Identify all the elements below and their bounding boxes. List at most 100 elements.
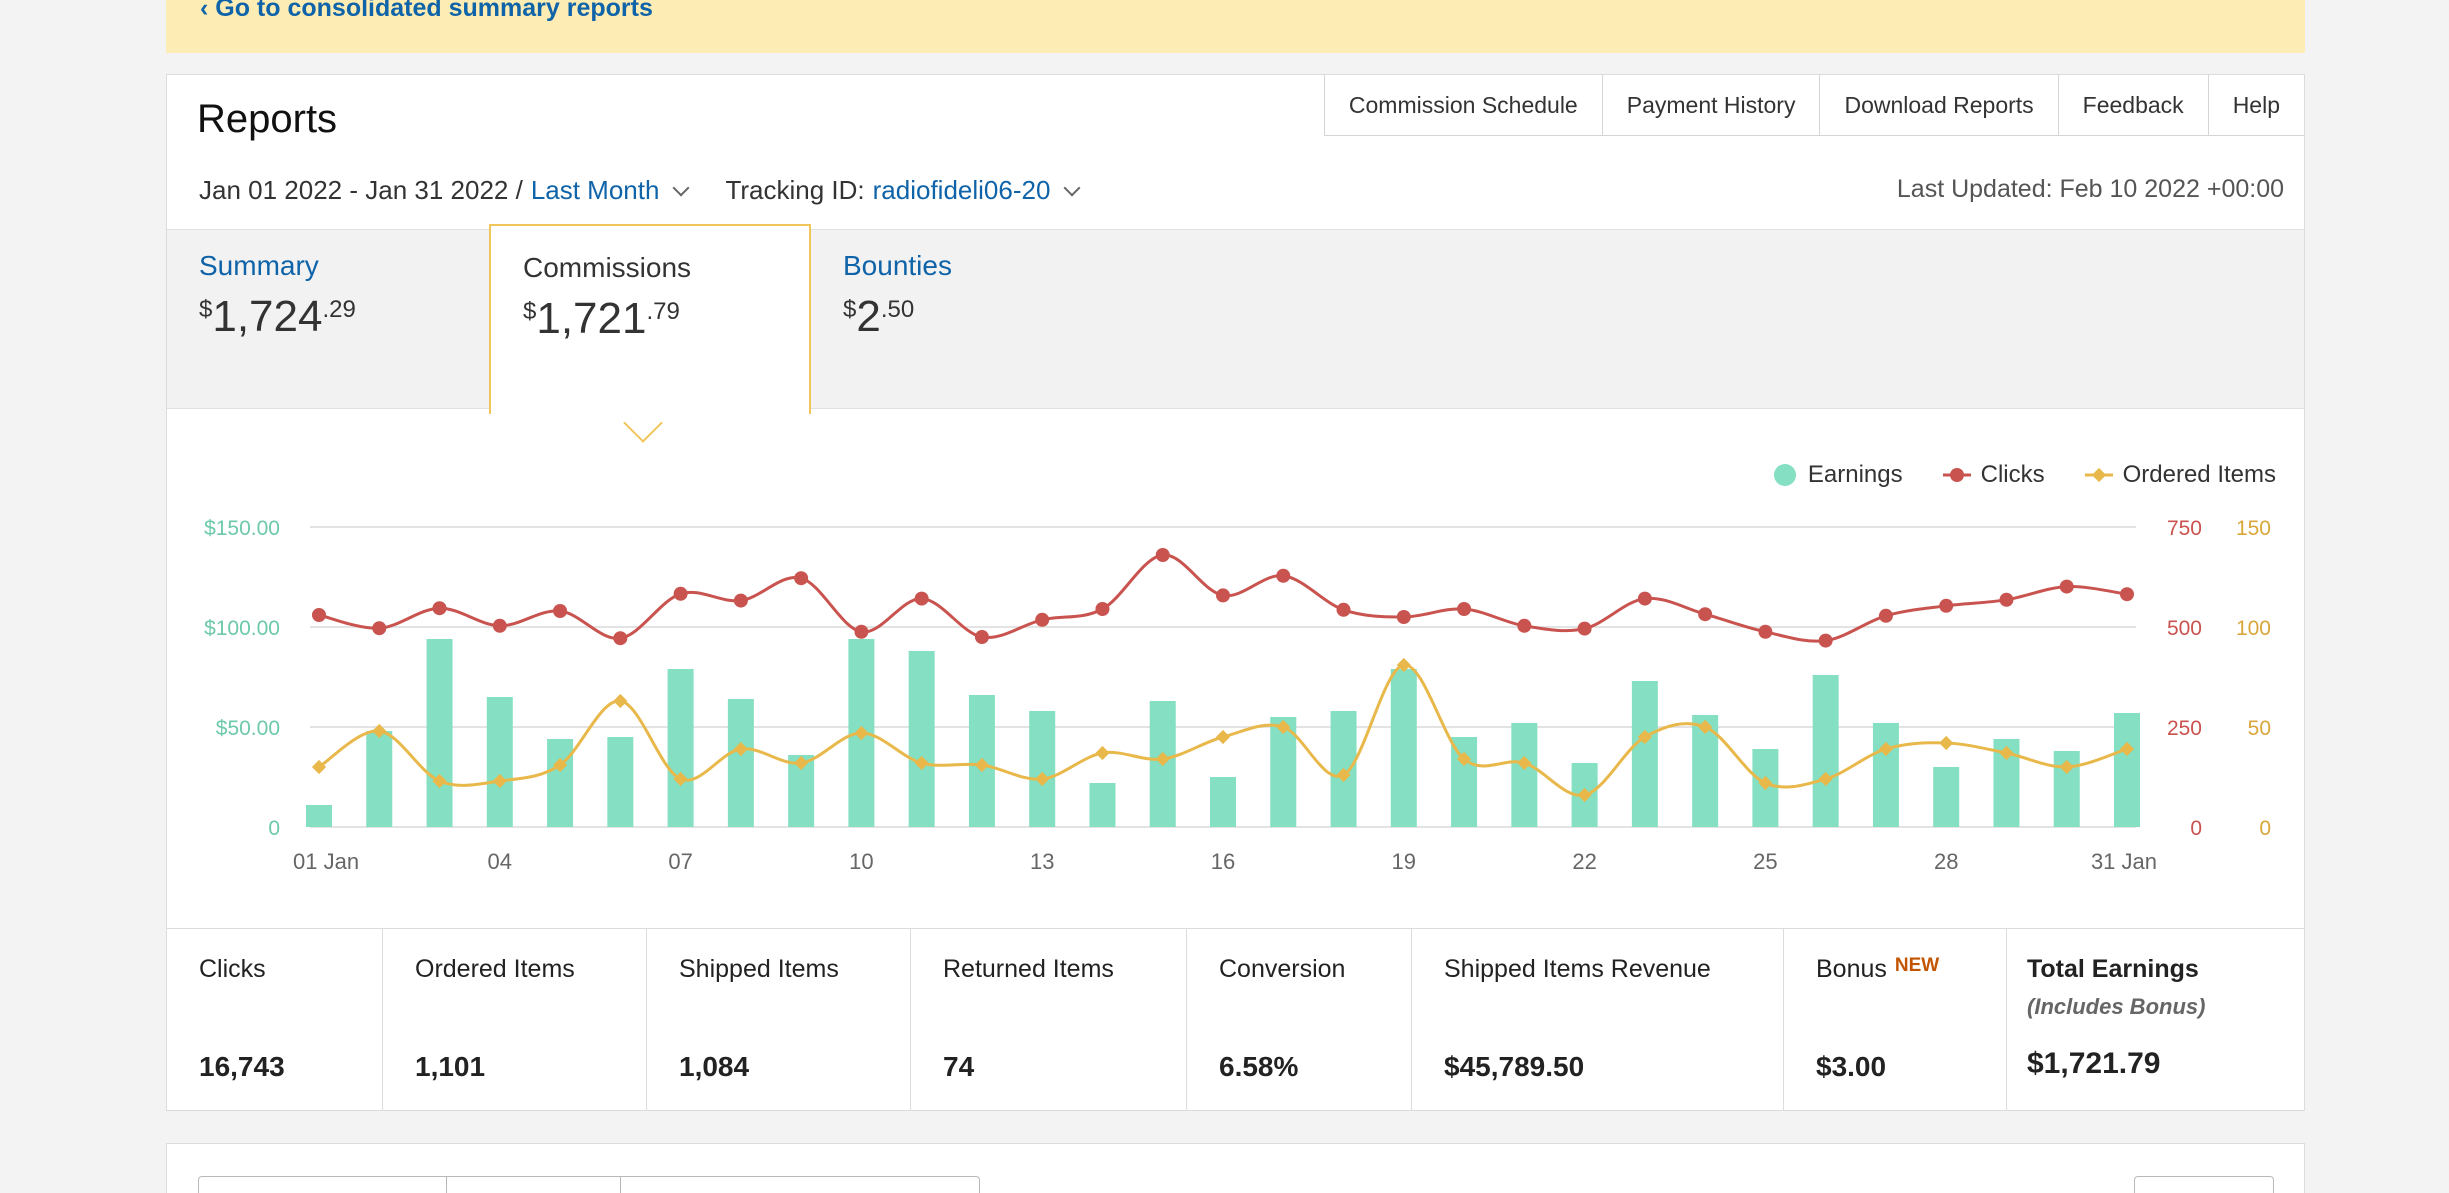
table-tab[interactable]	[199, 1177, 447, 1193]
stat-ordered-items: Ordered Items 1,101	[383, 929, 647, 1110]
commission-schedule-button[interactable]: Commission Schedule	[1324, 75, 1603, 135]
stat-clicks: Clicks 16,743	[167, 929, 383, 1110]
earnings-bar	[1933, 767, 1960, 827]
earnings-bar	[547, 739, 574, 827]
earnings-bar	[1872, 723, 1899, 827]
ordered-items-point	[1035, 771, 1050, 787]
y-left-tick-label: 0	[268, 817, 280, 840]
x-tick-label: 01 Jan	[293, 849, 359, 874]
legend-label: Clicks	[1980, 461, 2045, 488]
download-reports-button[interactable]: Download Reports	[1820, 75, 2059, 135]
top-nav: Commission Schedule Payment History Down…	[1323, 75, 2304, 136]
ordered-items-point	[311, 759, 327, 775]
ordered-items-point	[1698, 719, 1713, 735]
x-tick-label: 13	[1030, 849, 1054, 874]
stat-value: 6.58%	[1219, 1051, 1299, 1082]
tab-summary[interactable]: Summary $1,724.29	[167, 230, 388, 408]
help-button[interactable]: Help	[2208, 75, 2304, 135]
clicks-point	[1276, 568, 1291, 583]
y-right-clicks-tick-label: 500	[2167, 617, 2202, 640]
payment-history-button[interactable]: Payment History	[1602, 75, 1821, 135]
tracking-id-dropdown[interactable]: radiofideli06-20	[872, 175, 1051, 205]
clicks-point	[673, 586, 688, 601]
earnings-bar	[727, 699, 754, 827]
ordered-items-marker-icon	[2084, 467, 2113, 483]
period-dropdown[interactable]: Last Month	[530, 175, 660, 205]
legend-clicks[interactable]: Clicks	[1942, 461, 2045, 489]
clicks-point	[1818, 633, 1833, 648]
new-badge: NEW	[1894, 955, 1940, 976]
stat-value: $45,789.50	[1444, 1051, 1585, 1082]
ordered-items-point	[613, 693, 628, 709]
ordered-items-point	[1276, 719, 1291, 735]
clicks-point	[733, 593, 748, 608]
ordered-items-point	[1999, 745, 2014, 761]
feedback-button[interactable]: Feedback	[2058, 75, 2209, 135]
y-right-ordered-tick-label: 0	[2259, 817, 2271, 840]
clicks-marker-icon	[1942, 468, 1971, 482]
earnings-bar	[306, 805, 332, 827]
y-right-clicks-tick-label: 0	[2190, 817, 2202, 840]
tab-label: Bounties	[843, 250, 952, 281]
legend-ordered-items[interactable]: Ordered Items	[2084, 461, 2276, 489]
ordered-items-point	[1095, 745, 1110, 761]
stat-label: Shipped Items	[679, 955, 839, 983]
table-action-button[interactable]	[2134, 1176, 2274, 1193]
ordered-items-point	[794, 755, 809, 771]
stat-value: 1,101	[415, 1051, 486, 1082]
amount-cents: .50	[880, 296, 915, 323]
table-tabs	[198, 1176, 980, 1193]
tab-amount: $2.50	[843, 292, 952, 342]
ordered-items-point	[1396, 657, 1411, 673]
x-tick-label: 22	[1572, 849, 1596, 874]
earnings-bar	[486, 697, 513, 827]
earnings-bar	[1451, 737, 1478, 827]
y-left-tick-label: $50.00	[216, 717, 280, 740]
tab-amount: $1,724.29	[199, 292, 356, 342]
ordered-items-point	[1155, 751, 1170, 767]
x-tick-label: 10	[849, 849, 873, 874]
tab-bounties[interactable]: Bounties $2.50	[811, 230, 984, 408]
clicks-point	[2120, 587, 2134, 602]
stat-label: Ordered Items	[415, 955, 575, 983]
earnings-bar	[607, 737, 634, 827]
table-tab[interactable]	[621, 1177, 979, 1193]
currency-symbol: $	[523, 298, 537, 325]
tab-commissions[interactable]: Commissions $1,721.79	[489, 224, 811, 414]
legend-label: Earnings	[1807, 461, 1903, 488]
legend-earnings[interactable]: Earnings	[1773, 461, 1903, 489]
ordered-items-point	[1456, 751, 1472, 767]
x-tick-label: 07	[668, 849, 692, 874]
ordered-items-point	[1336, 767, 1351, 783]
x-tick-label: 16	[1211, 849, 1235, 874]
consolidated-banner: ‹ Go to consolidated summary reports	[166, 0, 2305, 53]
earnings-bar	[1390, 669, 1417, 827]
earnings-bar	[1270, 717, 1297, 827]
earnings-bar	[2114, 713, 2140, 827]
legend-label: Ordered Items	[2122, 461, 2276, 488]
earnings-bar	[1631, 681, 1658, 827]
clicks-point	[1878, 608, 1893, 623]
x-tick-label: 28	[1934, 849, 1958, 874]
earnings-bar	[908, 651, 935, 827]
last-updated: Last Updated: Feb 10 2022 +00:00	[1896, 175, 2284, 203]
ordered-items-point	[974, 757, 990, 773]
reports-card: Reports Commission Schedule Payment Hist…	[166, 74, 2305, 1111]
clicks-point	[1155, 548, 1170, 562]
stat-shipped-items: Shipped Items 1,084	[647, 929, 911, 1110]
clicks-point	[312, 608, 326, 622]
tracking-id-label: Tracking ID:	[725, 175, 865, 205]
consolidated-summary-link[interactable]: ‹ Go to consolidated summary reports	[200, 0, 653, 22]
report-table-card	[166, 1143, 2305, 1193]
stat-label: Conversion	[1219, 955, 1346, 983]
commissions-chart: $150.00 750 150$100.00 500 100$50.00 250 500 0 0…	[204, 517, 2271, 874]
stat-bonus: Bonus NEW $3.00	[1784, 929, 2007, 1110]
ordered-items-point	[2059, 759, 2074, 775]
earnings-marker-icon	[1773, 464, 1796, 486]
stat-value: 16,743	[199, 1051, 285, 1082]
clicks-point	[1216, 588, 1230, 603]
stat-label: Shipped Items Revenue	[1444, 955, 1711, 983]
ordered-items-point	[1215, 729, 1231, 745]
clicks-point	[794, 571, 809, 586]
table-tab[interactable]	[447, 1177, 621, 1193]
